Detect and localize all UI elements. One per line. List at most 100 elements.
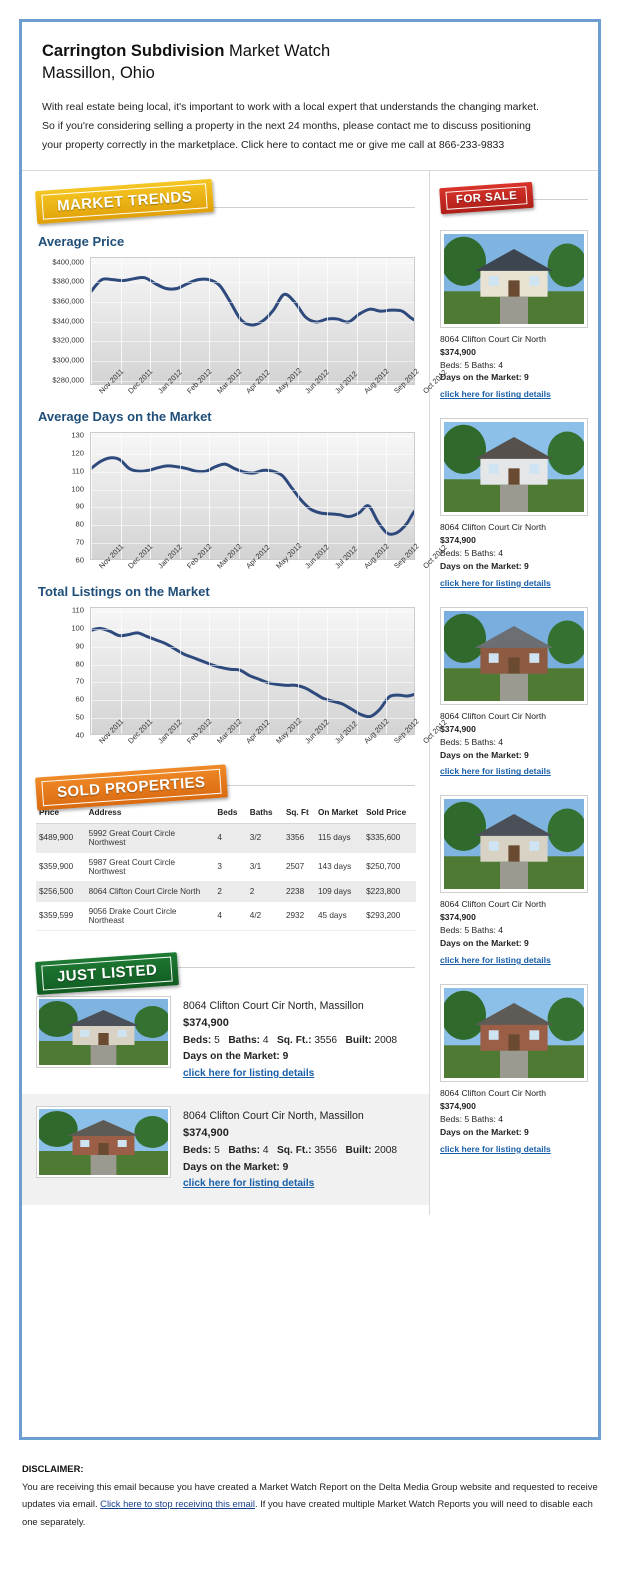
for-sale-days-on-market: Days on the Market: 9 [440, 372, 529, 383]
just-listed-photo[interactable] [36, 995, 171, 1068]
gridline-horizontal [91, 471, 414, 473]
cell-address: 9056 Drake Court Circle Northeast [85, 901, 215, 931]
for-sale-price: $374,900 [440, 535, 476, 546]
cell-baths: 4/2 [246, 901, 283, 931]
gridline-vertical [239, 432, 240, 559]
gridline-vertical [357, 432, 358, 559]
just-listed-list: 8064 Clifton Court Cir North, Massillon $… [22, 984, 429, 1205]
gridline-horizontal [91, 507, 414, 509]
gridline-vertical [150, 257, 151, 384]
y-tick-label: 60 [75, 555, 84, 565]
y-tick-label: $320,000 [52, 335, 84, 345]
cell-beds: 4 [214, 823, 247, 853]
gridline-horizontal [91, 700, 414, 702]
gridline-vertical [327, 257, 328, 384]
listing-details-link[interactable]: click here for listing details [183, 1067, 315, 1079]
disclaimer-text-before: You are receiving this email because you… [22, 1481, 598, 1510]
y-tick-label: $380,000 [52, 276, 84, 286]
col-on-market: On Market [314, 803, 364, 824]
just-listed-item[interactable]: 8064 Clifton Court Cir North, Massillon $… [22, 1094, 429, 1205]
chart-0-x-axis: Nov 2011 Dec 2011 Jan 2012 Feb 2012 Mar 2012… [90, 366, 449, 427]
for-sale-item[interactable]: 8064 Clifton Court Cir North $374,900 Beds… [430, 416, 598, 605]
for-sale-item[interactable]: 8064 Clifton Court Cir North $374,900 Beds… [430, 793, 598, 982]
cell-sold-price: $293,200 [363, 901, 416, 931]
table-row: $256,500 8064 Clifton Court Circle North 2… [36, 881, 416, 902]
ribbon-market-trends: MARKET TRENDS [35, 178, 215, 224]
chart-total-listings: Total Listings on the Market 40 50 60 70 80 9… [22, 574, 449, 749]
property-photo [441, 799, 587, 890]
chart-average-price: Average Price $280,000 $300,000 $320,000 $3… [22, 224, 449, 399]
chart-2-line [91, 626, 414, 719]
divider-just-listed [36, 966, 415, 968]
chart-1-plot [90, 431, 415, 560]
main-column: MARKET TRENDS Average Price $280,000 $300… [22, 170, 449, 1215]
listing-address: 8064 Clifton Court Cir North, Massillon [183, 999, 364, 1012]
for-sale-item[interactable]: 8064 Clifton Court Cir North $374,900 Beds… [430, 605, 598, 794]
chart-title-average-days: Average Days on the Market [38, 408, 212, 424]
gridline-vertical [180, 607, 181, 734]
y-tick-label: $340,000 [52, 316, 84, 326]
for-sale-days-on-market: Days on the Market: 9 [440, 1126, 529, 1137]
gridline-vertical [298, 607, 299, 734]
for-sale-photo[interactable] [440, 795, 588, 894]
for-sale-photo[interactable] [440, 984, 588, 1083]
y-tick-label: 120 [71, 448, 84, 458]
gridline-vertical [327, 432, 328, 559]
y-tick-label: 100 [71, 484, 84, 494]
for-sale-details-link[interactable]: click here for listing details [440, 955, 551, 966]
divider-market-trends [36, 206, 415, 208]
gridline-vertical [209, 607, 210, 734]
cell-address: 5987 Great Court Circle Northwest [85, 852, 215, 882]
y-tick-label: 100 [71, 623, 84, 633]
listing-days-on-market: Days on the Market: 9 [183, 1051, 289, 1063]
intro-line-2: So if you're considering selling a prope… [42, 119, 531, 132]
property-photo [441, 233, 587, 324]
for-sale-details-link[interactable]: click here for listing details [440, 766, 551, 777]
chart-average-days-on-market: Average Days on the Market 60 70 80 90 100 11… [22, 399, 449, 574]
page-title-bold: Carrington Subdivision [42, 42, 225, 60]
disclaimer-section: DISCLAIMER: You are receiving this email… [22, 1463, 598, 1530]
gridline-vertical [150, 607, 151, 734]
gridline-vertical [150, 432, 151, 559]
chart-1-line [91, 456, 414, 536]
for-sale-photo[interactable] [440, 418, 588, 517]
ribbon-sold-properties-label: SOLD PROPERTIES [41, 768, 222, 806]
cell-price: $256,500 [36, 881, 86, 902]
chart-title-total-listings: Total Listings on the Market [38, 583, 210, 599]
cell-sqft: 2238 [282, 881, 315, 902]
for-sale-item[interactable]: 8064 Clifton Court Cir North $374,900 Beds… [430, 228, 598, 417]
email-frame: Carrington Subdivision Market Watch Mass… [19, 19, 601, 1440]
gridline-horizontal [91, 629, 414, 631]
just-listed-item[interactable]: 8064 Clifton Court Cir North, Massillon $… [22, 984, 429, 1095]
y-tick-label: 40 [75, 730, 84, 740]
listing-details-link[interactable]: click here for listing details [183, 1178, 315, 1190]
for-sale-photo[interactable] [440, 229, 588, 328]
unsubscribe-link[interactable]: Click here to stop receiving this email [100, 1498, 255, 1510]
for-sale-details-link[interactable]: click here for listing details [440, 1143, 551, 1154]
gridline-vertical [91, 257, 92, 384]
table-row: $489,900 5992 Great Court Circle Northwes… [36, 823, 416, 853]
ribbon-sold-properties: SOLD PROPERTIES [35, 764, 228, 811]
y-tick-label: 110 [71, 605, 84, 615]
for-sale-details-link[interactable]: click here for listing details [440, 577, 551, 588]
gridline-vertical [180, 432, 181, 559]
just-listed-photo[interactable] [36, 1106, 171, 1179]
gridline-vertical [386, 257, 387, 384]
y-tick-label: $400,000 [52, 257, 84, 267]
for-sale-price: $374,900 [440, 346, 476, 357]
for-sale-photo[interactable] [440, 606, 588, 705]
for-sale-address: 8064 Clifton Court Cir North [440, 710, 547, 721]
cell-address: 5992 Great Court Circle Northwest [85, 823, 215, 853]
cell-beds: 4 [214, 901, 247, 931]
cell-on-market: 45 days [314, 901, 364, 931]
gridline-horizontal [91, 543, 414, 545]
col-sold-price: Sold Price [363, 803, 416, 824]
for-sale-address: 8064 Clifton Court Cir North [440, 333, 547, 344]
gridline-horizontal [91, 646, 414, 648]
y-tick-label: 90 [75, 641, 84, 651]
gridline-horizontal [91, 321, 414, 323]
cell-on-market: 143 days [314, 852, 364, 882]
for-sale-details-link[interactable]: click here for listing details [440, 389, 551, 400]
for-sale-item[interactable]: 8064 Clifton Court Cir North $374,900 Beds… [430, 982, 598, 1171]
y-tick-label: 110 [71, 466, 84, 476]
